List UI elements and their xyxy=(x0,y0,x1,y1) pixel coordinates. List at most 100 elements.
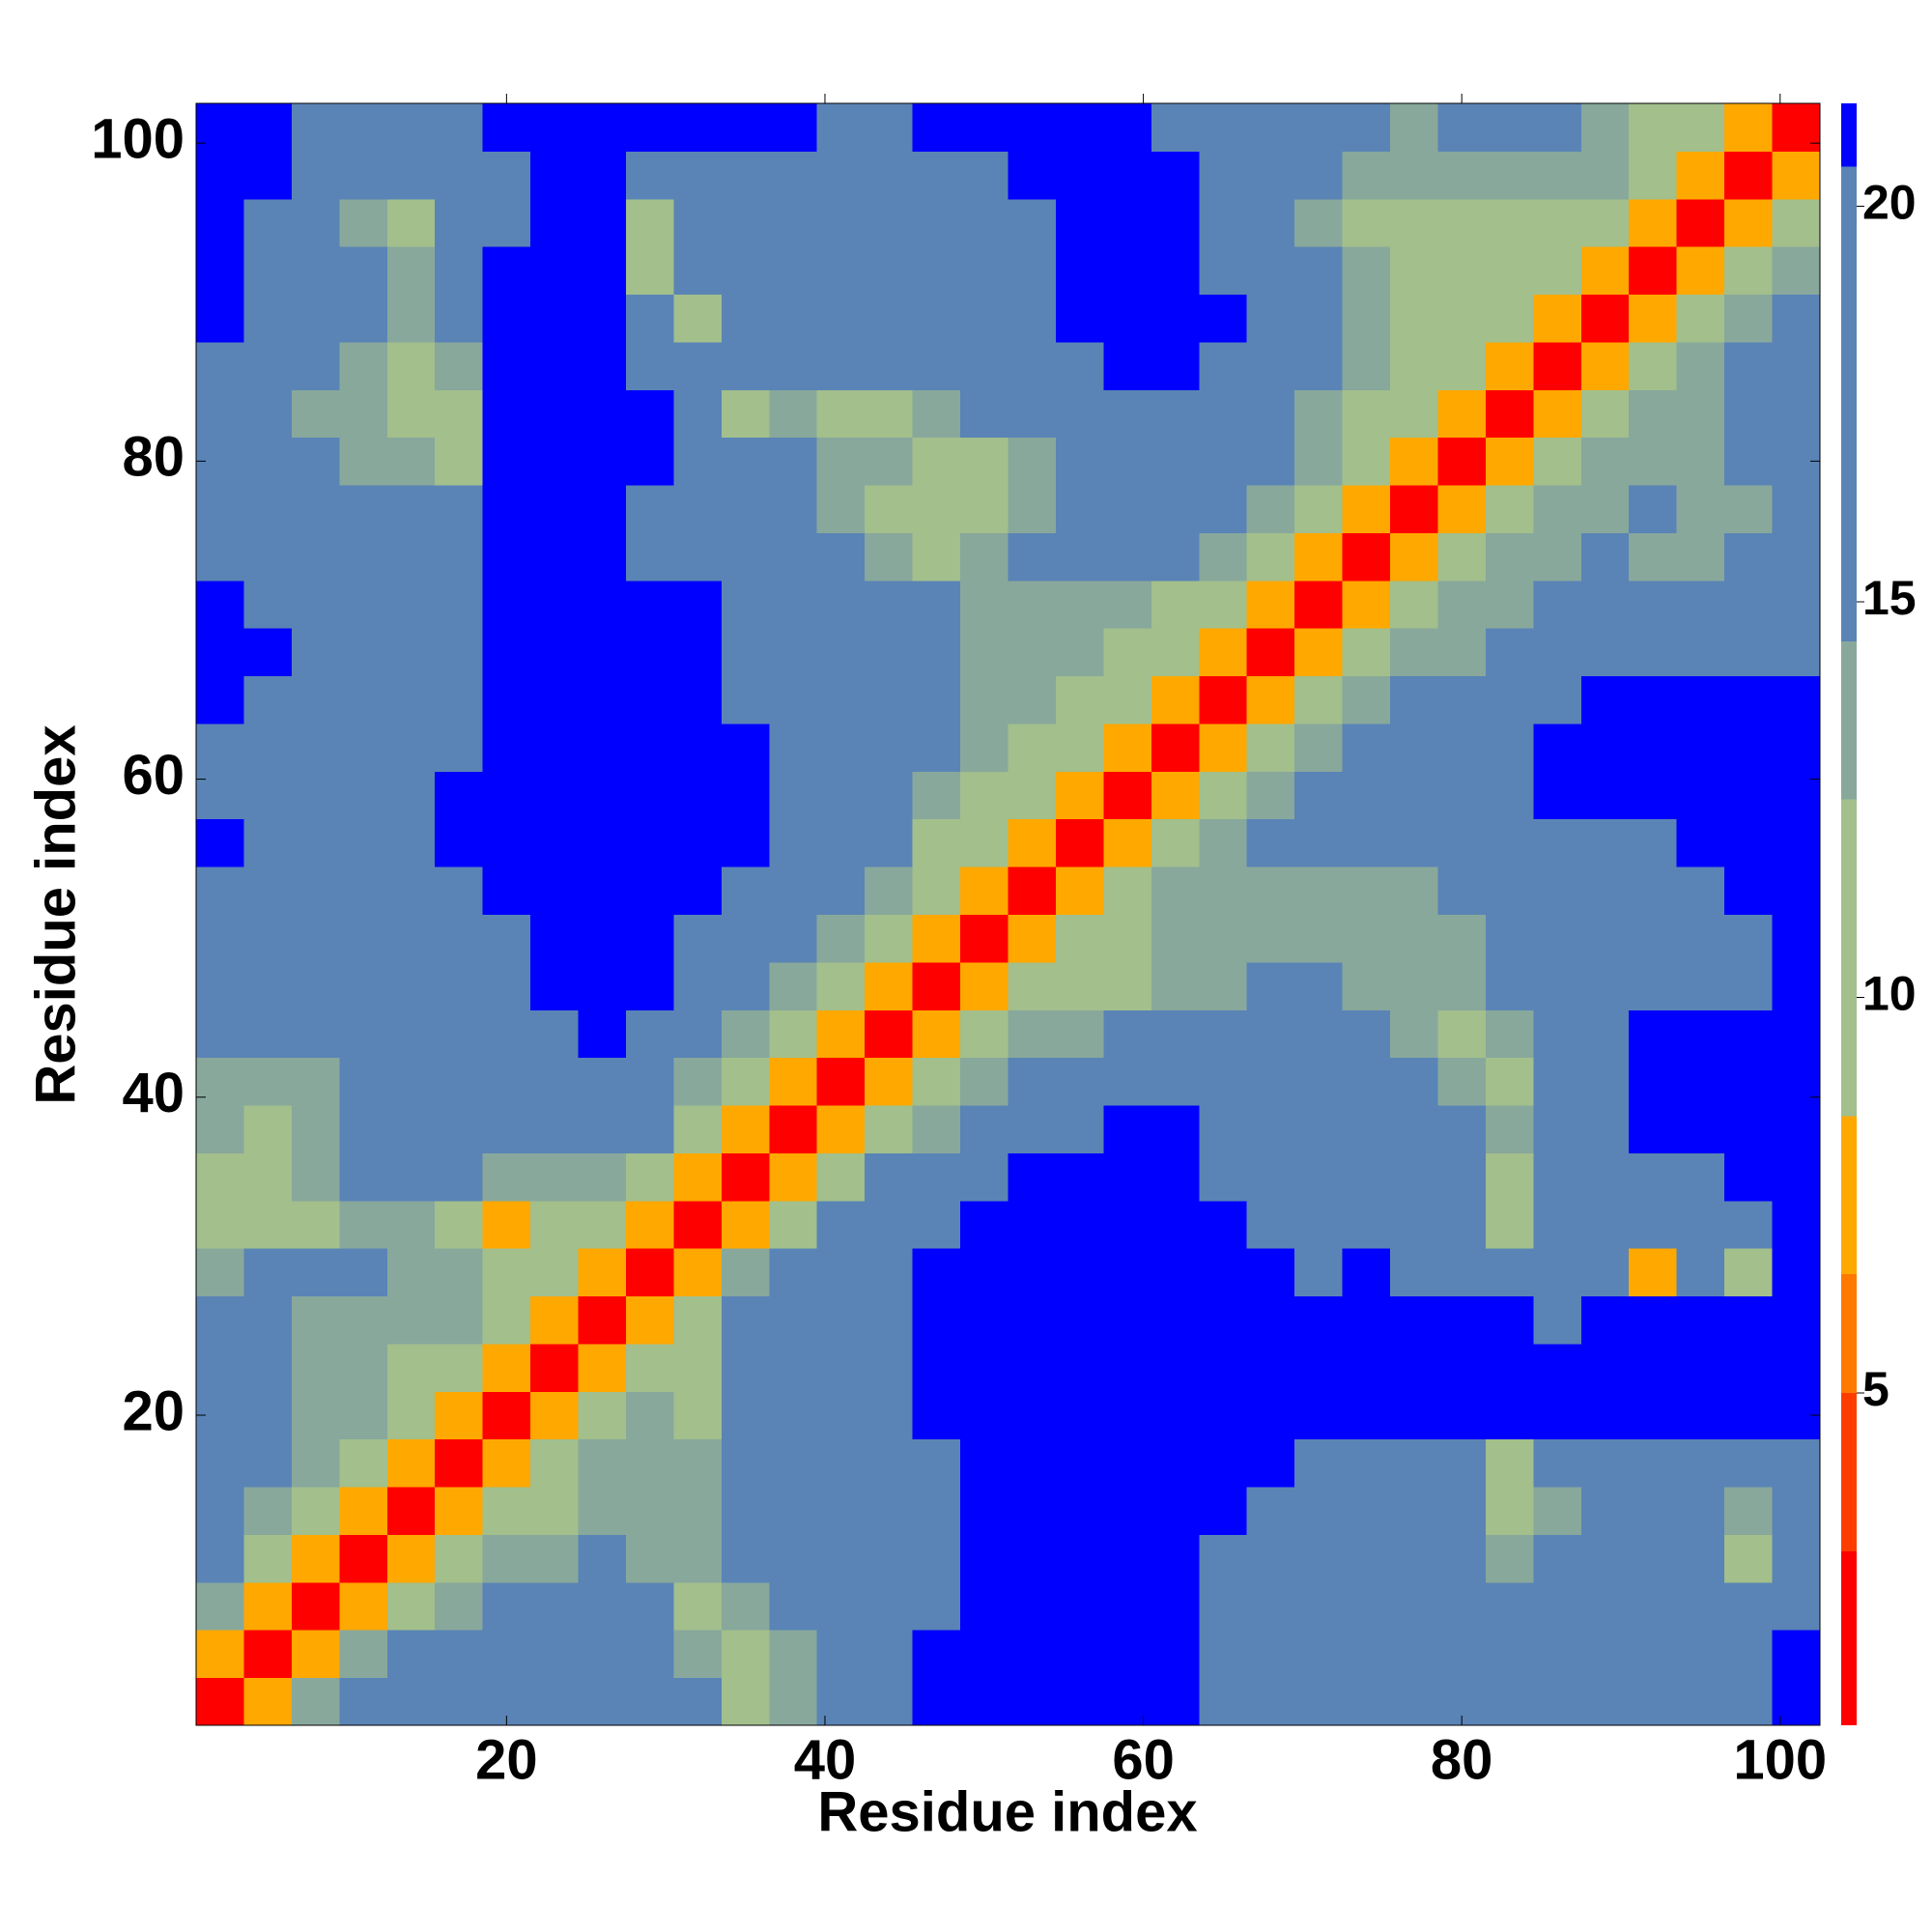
heatmap-cell xyxy=(339,771,388,820)
heatmap-cell xyxy=(721,103,770,152)
heatmap-cell xyxy=(243,1343,293,1392)
heatmap-cell xyxy=(1724,1391,1774,1440)
heatmap-cell xyxy=(1676,771,1725,820)
heatmap-cell xyxy=(578,961,627,1010)
heatmap-cell xyxy=(865,914,914,963)
heatmap-cell xyxy=(1676,1438,1725,1488)
heatmap-cell xyxy=(339,341,388,390)
heatmap-cell xyxy=(721,437,770,486)
heatmap-cell xyxy=(1103,485,1152,533)
heatmap-cell xyxy=(1724,867,1774,915)
heatmap-cell xyxy=(1151,1057,1200,1106)
heatmap-cell xyxy=(1437,771,1487,820)
x-tick-label: 100 xyxy=(1733,1728,1827,1791)
heatmap-cell xyxy=(1008,914,1057,963)
heatmap-cell xyxy=(1772,1295,1821,1345)
heatmap-cell xyxy=(1724,341,1774,390)
heatmap-cell xyxy=(386,580,436,629)
heatmap-cell xyxy=(960,151,1009,200)
heatmap-cell xyxy=(1724,1438,1774,1488)
heatmap-cell xyxy=(816,1105,866,1153)
heatmap-cell xyxy=(386,1152,436,1202)
heatmap-cell xyxy=(291,1487,340,1535)
heatmap-cell xyxy=(625,532,674,582)
heatmap-cell xyxy=(196,1295,244,1345)
heatmap-cell xyxy=(482,771,531,820)
heatmap-cell xyxy=(1103,1152,1152,1202)
heatmap-cells xyxy=(196,103,1821,1726)
heatmap-cell xyxy=(435,1152,484,1202)
heatmap-cell xyxy=(339,389,388,439)
heatmap-cell xyxy=(482,437,531,486)
heatmap-cell xyxy=(1055,1343,1104,1392)
heatmap-cell xyxy=(1103,1295,1152,1345)
heatmap-cell xyxy=(960,675,1009,724)
heatmap-cell xyxy=(530,1152,580,1202)
heatmap-cell xyxy=(291,580,340,629)
heatmap-cell xyxy=(196,1009,244,1059)
heatmap-cell xyxy=(339,1152,388,1202)
heatmap-cell xyxy=(435,1057,484,1106)
heatmap-cell xyxy=(1103,1534,1152,1583)
heatmap-cell xyxy=(1342,485,1391,533)
heatmap-cell xyxy=(530,580,580,629)
heatmap-cell xyxy=(1151,1295,1200,1345)
heatmap-cell xyxy=(1103,1487,1152,1535)
heatmap-cell xyxy=(1676,1248,1725,1297)
heatmap-cell xyxy=(1485,818,1534,867)
heatmap-cell xyxy=(243,1391,293,1440)
heatmap-cell xyxy=(960,389,1009,439)
heatmap-cell xyxy=(865,961,914,1010)
heatmap-cell xyxy=(1151,771,1200,820)
heatmap-cell xyxy=(625,1391,674,1440)
heatmap-cell xyxy=(386,1295,436,1345)
heatmap-cell xyxy=(243,151,293,200)
heatmap-cell xyxy=(1580,867,1630,915)
heatmap-cell xyxy=(578,1438,627,1488)
heatmap-cell xyxy=(1008,1248,1057,1297)
heatmap-cell xyxy=(1199,1105,1248,1153)
heatmap-cell xyxy=(1103,1057,1152,1106)
heatmap-cell xyxy=(1103,532,1152,582)
heatmap-cell xyxy=(1629,485,1678,533)
heatmap-cell xyxy=(721,961,770,1010)
heatmap-cell xyxy=(291,818,340,867)
heatmap-cell xyxy=(1199,1438,1248,1488)
heatmap-cell xyxy=(1151,675,1200,724)
heatmap-cell xyxy=(435,246,484,296)
heatmap-cell xyxy=(291,1295,340,1345)
heatmap-cell xyxy=(816,961,866,1010)
heatmap-cell xyxy=(243,246,293,296)
heatmap-cell xyxy=(1246,914,1295,963)
heatmap-cell xyxy=(1008,151,1057,200)
heatmap-cell xyxy=(1199,1487,1248,1535)
heatmap-cell xyxy=(865,580,914,629)
heatmap-cell xyxy=(1390,1438,1438,1488)
heatmap-cell xyxy=(912,1438,961,1488)
heatmap-cell xyxy=(339,818,388,867)
heatmap-cell xyxy=(912,341,961,390)
heatmap-cell xyxy=(1437,1248,1487,1297)
heatmap-cell xyxy=(1580,1152,1630,1202)
heatmap-cell xyxy=(1294,961,1344,1010)
heatmap-cell xyxy=(196,723,244,772)
heatmap-cell xyxy=(339,103,388,152)
heatmap-cell xyxy=(386,675,436,724)
heatmap-cell xyxy=(1437,1152,1487,1202)
heatmap-cell xyxy=(865,1057,914,1106)
heatmap-cell xyxy=(1294,1630,1344,1679)
heatmap-cell xyxy=(530,1677,580,1726)
heatmap-cell xyxy=(1199,341,1248,390)
heatmap-cell xyxy=(769,103,818,152)
heatmap-cell xyxy=(673,1200,723,1249)
heatmap-cell xyxy=(769,341,818,390)
heatmap-cell xyxy=(1629,961,1678,1010)
heatmap-cell xyxy=(339,914,388,963)
heatmap-cell xyxy=(865,771,914,820)
heatmap-cell xyxy=(1151,1200,1200,1249)
heatmap-cell xyxy=(243,1581,293,1631)
heatmap-cell xyxy=(1055,867,1104,915)
heatmap-cell xyxy=(386,1248,436,1297)
heatmap-cell xyxy=(1629,1630,1678,1679)
heatmap-cell xyxy=(291,103,340,152)
